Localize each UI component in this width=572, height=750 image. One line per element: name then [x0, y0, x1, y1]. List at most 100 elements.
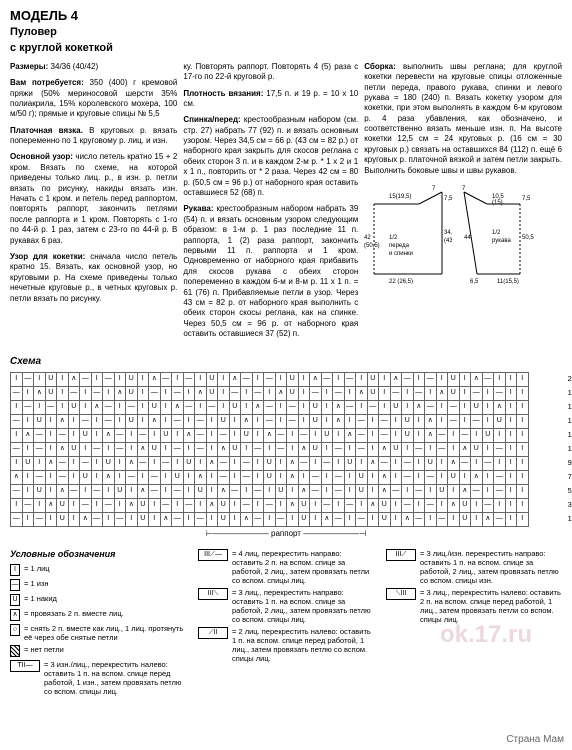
- chart-cell: I: [471, 513, 483, 527]
- chart-cell: U: [275, 485, 287, 499]
- legend-title: Условные обозначения: [10, 549, 186, 560]
- chart-cell: U: [379, 499, 391, 513]
- chart-cell: ∧: [195, 471, 207, 485]
- chart-cell: I: [517, 443, 529, 457]
- chart-cell: I: [517, 401, 529, 415]
- chart-cell: I: [367, 471, 379, 485]
- chart-cell: ∧: [57, 415, 69, 429]
- chart-cell: U: [459, 513, 471, 527]
- chart-cell: —: [390, 485, 402, 499]
- chart-cell: U: [137, 513, 149, 527]
- chart-cell: I: [45, 513, 57, 527]
- chart-cell: ∧: [22, 429, 34, 443]
- chart-cell: I: [114, 499, 126, 513]
- front-back: крестообразным набором (см. стр. 27) наб…: [183, 115, 358, 197]
- chart-cell: —: [229, 485, 241, 499]
- chart-cell: I: [448, 513, 460, 527]
- schematic-diagrams: 15(19,5) 7 42 (50,5) 34,5 (43) 7,5 1/2 п…: [364, 184, 562, 284]
- chart-cell: ∧: [298, 485, 310, 499]
- legend-text: = нет петли: [24, 645, 186, 654]
- legend-symbol: ⟋II: [198, 627, 228, 639]
- chart-cell: I: [287, 443, 299, 457]
- legend-item: III⟋—= 4 лиц, перекрестить направо: оста…: [198, 549, 374, 585]
- chart-cell: —: [103, 373, 115, 387]
- chart-cell: ∧: [333, 401, 345, 415]
- chart-cell: ∧: [241, 513, 253, 527]
- chart-cell: —: [402, 499, 414, 513]
- chart-cell: I: [459, 373, 471, 387]
- chart-cell: —: [471, 387, 483, 401]
- chart-cell: I: [287, 485, 299, 499]
- chart-cell: U: [494, 415, 506, 429]
- row-number: 19: [568, 386, 572, 400]
- chart-cell: I: [172, 457, 184, 471]
- chart-cell: —: [436, 513, 448, 527]
- chart-cell: U: [229, 443, 241, 457]
- chart-cell: I: [425, 485, 437, 499]
- chart-cell: U: [344, 457, 356, 471]
- chart-cell: I: [321, 485, 333, 499]
- chart-cell: —: [402, 457, 414, 471]
- chart-cell: I: [402, 387, 414, 401]
- model-number: МОДЕЛЬ 4: [10, 8, 562, 24]
- legend-text: = 3 лиц./изн. перекрестить направо: оста…: [420, 549, 562, 585]
- legend-symbol: III⟋—: [198, 549, 228, 561]
- chart-cell: —: [459, 429, 471, 443]
- chart-cell: ∧: [390, 373, 402, 387]
- chart-cell: I: [494, 499, 506, 513]
- chart-cell: I: [22, 471, 34, 485]
- legend-item: ⟋II= 2 лиц. перекрестить налево: оставит…: [198, 627, 374, 663]
- row-number: 21: [568, 372, 572, 386]
- chart-cell: U: [310, 415, 322, 429]
- chart-cell: —: [252, 485, 264, 499]
- chart-cell: I: [57, 373, 69, 387]
- materials-label: Вам потребуется:: [10, 78, 84, 87]
- chart-cell: —: [172, 387, 184, 401]
- chart-cell: I: [252, 415, 264, 429]
- chart-cell: I: [482, 387, 494, 401]
- chart-cell: ∧: [367, 457, 379, 471]
- chart-cell: I: [390, 457, 402, 471]
- chart-cell: —: [80, 373, 92, 387]
- chart-cell: I: [195, 401, 207, 415]
- chart-cell: I: [149, 429, 161, 443]
- chart-cell: —: [183, 401, 195, 415]
- chart-cell: I: [91, 457, 103, 471]
- chart-cell: I: [126, 443, 138, 457]
- chart-cell: —: [287, 401, 299, 415]
- chart-cell: ∧: [103, 429, 115, 443]
- chart-cell: ∧: [310, 373, 322, 387]
- svg-text:(15): (15): [492, 200, 503, 206]
- chart-cell: I: [264, 513, 276, 527]
- chart-title: Схема: [10, 356, 562, 369]
- svg-text:7,5: 7,5: [444, 196, 452, 202]
- svg-text:и спинки: и спинки: [389, 251, 413, 257]
- column-1: Размеры: 34/36 (40/42) Вам потребуется: …: [10, 62, 177, 346]
- chart-cell: I: [298, 373, 310, 387]
- footer-credit: Страна Мам: [506, 734, 564, 747]
- chart-cell: I: [45, 443, 57, 457]
- chart-cell: I: [149, 499, 161, 513]
- chart-cell: I: [333, 457, 345, 471]
- chart-cell: U: [103, 457, 115, 471]
- chart-cell: I: [367, 415, 379, 429]
- chart-cell: ∧: [45, 457, 57, 471]
- chart-cell: ∧: [367, 499, 379, 513]
- chart-cell: ∧: [356, 387, 368, 401]
- chart-cell: —: [275, 429, 287, 443]
- chart-cell: —: [11, 485, 23, 499]
- chart-cell: U: [126, 387, 138, 401]
- chart-cell: I: [218, 387, 230, 401]
- chart-cell: —: [356, 415, 368, 429]
- svg-text:рукава: рукава: [492, 238, 511, 244]
- chart-cell: I: [436, 471, 448, 485]
- legend-text: = провязать 2 п. вместе лиц.: [24, 609, 186, 618]
- chart-cell: —: [264, 499, 276, 513]
- chart-cell: I: [80, 401, 92, 415]
- chart-cell: U: [367, 387, 379, 401]
- legend-symbol: ○: [10, 624, 20, 636]
- chart-cell: I: [425, 387, 437, 401]
- chart-cell: ∧: [379, 443, 391, 457]
- chart-cell: —: [482, 499, 494, 513]
- chart-cell: —: [126, 471, 138, 485]
